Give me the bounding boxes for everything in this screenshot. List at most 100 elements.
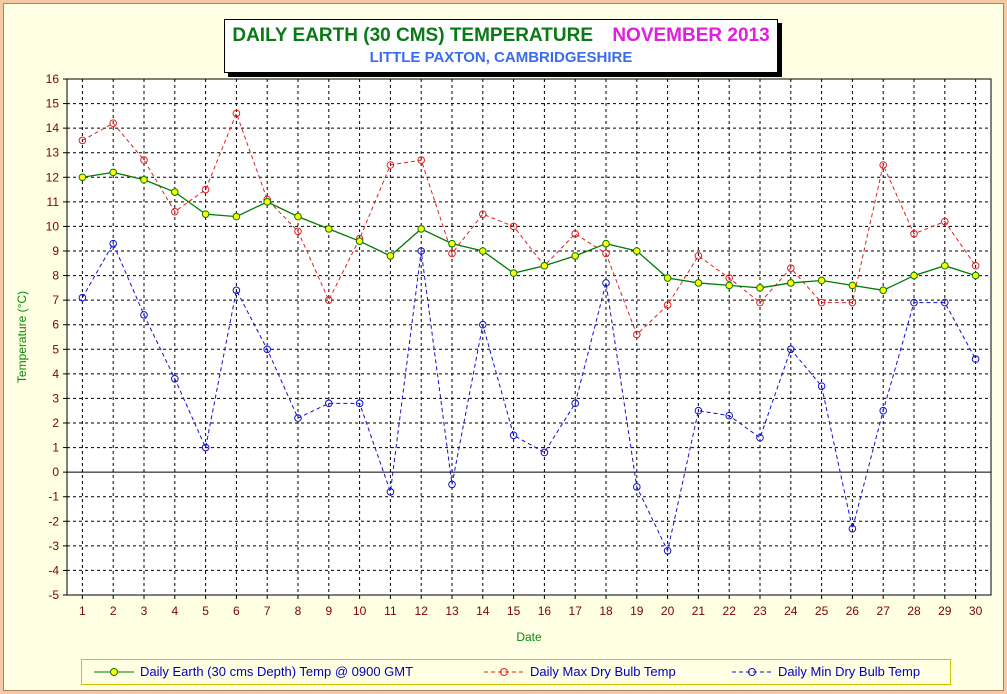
y-tick-label: 0 xyxy=(52,465,59,479)
data-point-series-0 xyxy=(848,281,857,290)
data-point-series-1 xyxy=(571,230,580,238)
data-point-series-1 xyxy=(602,249,610,258)
y-tick-label: 2 xyxy=(52,416,59,430)
data-point-series-1 xyxy=(140,156,148,164)
data-point-series-1 xyxy=(910,230,918,238)
data-point-series-1 xyxy=(817,298,826,307)
data-point-series-1 xyxy=(663,301,672,309)
x-tick-label: 20 xyxy=(661,604,675,618)
x-tick-label: 22 xyxy=(723,604,737,618)
legend-label-max: Daily Max Dry Bulb Temp xyxy=(530,664,676,679)
data-point-series-1 xyxy=(787,264,795,273)
data-point-series-0 xyxy=(971,271,980,280)
data-point-series-1 xyxy=(941,217,949,226)
x-tick-label: 10 xyxy=(353,604,367,618)
data-point-series-0 xyxy=(663,274,672,282)
y-tick-label: 4 xyxy=(52,367,59,381)
data-point-series-2 xyxy=(448,480,456,489)
data-point-series-1 xyxy=(171,207,179,216)
data-point-series-1 xyxy=(509,222,518,231)
x-tick-label: 16 xyxy=(538,604,552,618)
y-tick-label: 1 xyxy=(52,441,59,455)
x-tick-label: 23 xyxy=(753,604,767,618)
data-point-series-1 xyxy=(448,249,456,258)
data-point-series-0 xyxy=(602,239,610,248)
data-point-series-1 xyxy=(694,252,703,260)
y-tick-label: 12 xyxy=(46,170,60,184)
y-tick-label: 14 xyxy=(46,121,60,135)
x-tick-label: 2 xyxy=(110,604,117,618)
data-point-series-2 xyxy=(263,345,272,354)
data-point-series-0 xyxy=(263,198,272,206)
legend-item-earth: Daily Earth (30 cms Depth) Temp @ 0900 G… xyxy=(94,664,413,679)
chart-subtitle: LITTLE PAXTON, CAMBRIDGESHIRE xyxy=(369,49,633,66)
data-point-series-1 xyxy=(201,185,210,194)
data-point-series-0 xyxy=(725,281,734,290)
legend-swatch-min xyxy=(732,667,772,676)
data-point-series-1 xyxy=(479,210,487,218)
y-tick-label: 13 xyxy=(46,146,60,160)
y-tick-label: -3 xyxy=(48,539,59,553)
data-point-series-1 xyxy=(879,161,888,169)
data-point-series-0 xyxy=(417,225,426,233)
data-point-series-1 xyxy=(232,109,241,118)
data-point-series-0 xyxy=(78,173,87,182)
data-point-series-1 xyxy=(756,298,764,307)
data-point-series-0 xyxy=(633,247,641,255)
x-tick-label: 14 xyxy=(476,604,490,618)
data-point-series-2 xyxy=(355,399,364,408)
data-point-series-2 xyxy=(325,399,333,408)
data-point-series-1 xyxy=(294,227,302,236)
x-tick-label: 30 xyxy=(969,604,983,618)
data-point-series-2 xyxy=(140,311,148,319)
data-point-series-1 xyxy=(848,298,857,307)
data-point-series-0 xyxy=(109,168,117,177)
data-point-series-2 xyxy=(201,443,210,452)
data-point-series-2 xyxy=(417,247,426,255)
data-point-series-2 xyxy=(386,488,395,496)
x-tick-label: 1 xyxy=(79,604,86,618)
y-axis-label: Temperature (°C) xyxy=(15,291,29,383)
data-point-series-1 xyxy=(725,274,734,282)
data-point-series-0 xyxy=(509,269,518,277)
x-tick-label: 25 xyxy=(815,604,829,618)
y-tick-label: 3 xyxy=(52,391,59,405)
x-tick-label: 27 xyxy=(877,604,891,618)
y-tick-label: -1 xyxy=(48,490,59,504)
y-tick-label: -4 xyxy=(48,563,59,577)
data-point-series-2 xyxy=(109,239,117,248)
data-point-series-2 xyxy=(78,293,87,302)
data-point-series-0 xyxy=(571,252,580,260)
chart-title: DAILY EARTH (30 CMS) TEMPERATURE NOVEMBE… xyxy=(225,25,777,47)
x-tick-label: 29 xyxy=(938,604,952,618)
data-point-series-2 xyxy=(971,355,980,363)
x-tick-label: 24 xyxy=(784,604,798,618)
y-tick-label: 5 xyxy=(52,342,59,356)
data-point-series-2 xyxy=(756,433,764,442)
x-tick-label: 8 xyxy=(295,604,302,618)
y-tick-label: 10 xyxy=(46,219,60,233)
data-point-series-0 xyxy=(171,188,179,196)
data-point-series-1 xyxy=(633,330,641,339)
data-point-series-0 xyxy=(294,212,302,221)
data-point-series-2 xyxy=(540,448,549,457)
legend-label-earth: Daily Earth (30 cms Depth) Temp @ 0900 G… xyxy=(140,664,414,679)
x-tick-label: 28 xyxy=(907,604,921,618)
x-tick-label: 26 xyxy=(846,604,860,618)
data-point-series-0 xyxy=(787,279,795,287)
data-point-series-2 xyxy=(294,414,302,422)
data-point-series-1 xyxy=(417,156,426,164)
data-point-series-1 xyxy=(109,119,117,128)
data-point-series-2 xyxy=(509,431,518,440)
chart-title-box: DAILY EARTH (30 CMS) TEMPERATURE NOVEMBE… xyxy=(224,19,778,73)
series-line-2 xyxy=(81,242,977,553)
data-point-series-0 xyxy=(879,286,888,295)
y-tick-label: 15 xyxy=(46,97,60,111)
data-point-series-2 xyxy=(694,406,703,415)
data-point-series-0 xyxy=(540,261,549,270)
data-point-series-0 xyxy=(140,175,148,184)
data-point-series-0 xyxy=(232,212,241,221)
data-point-series-2 xyxy=(910,298,918,307)
title-main: DAILY EARTH (30 CMS) TEMPERATURE xyxy=(232,25,594,46)
data-point-series-0 xyxy=(694,279,703,287)
